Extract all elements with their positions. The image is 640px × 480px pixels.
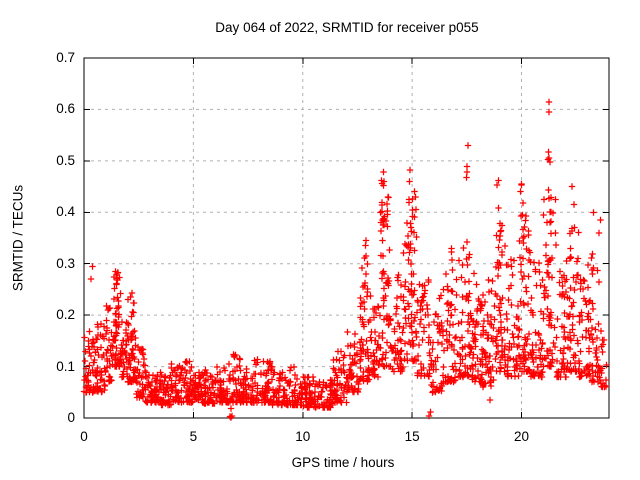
y-tick-label: 0.3: [56, 255, 75, 271]
y-tick-label: 0.5: [56, 152, 75, 168]
plot-frame: [83, 57, 610, 419]
x-tick-label: 0: [80, 429, 88, 444]
x-tick-label: 20: [513, 429, 530, 444]
y-axis-label: SRMTID / TECUs: [10, 184, 26, 292]
x-tick-label: 10: [295, 429, 311, 444]
y-tick-label: 0.7: [56, 50, 75, 65]
y-tick-label: 0.6: [56, 101, 75, 117]
scatter-series-path: [80, 98, 610, 421]
x-tick-label: 5: [189, 429, 198, 444]
x-tick-label: 15: [404, 429, 420, 444]
y-tick-label: 0.4: [56, 204, 75, 220]
y-tick-label: 0.1: [56, 358, 75, 374]
y-tick-label: 0: [67, 410, 75, 425]
axis-ticks: [83, 57, 609, 419]
chart-title: Day 064 of 2022, SRMTID for receiver p05…: [215, 20, 479, 35]
scatter-points: [80, 98, 610, 421]
y-tick-label: 0.2: [56, 307, 75, 323]
x-axis-label: GPS time / hours: [291, 455, 395, 470]
gridlines: [84, 58, 609, 418]
frame-rect: [83, 57, 610, 419]
